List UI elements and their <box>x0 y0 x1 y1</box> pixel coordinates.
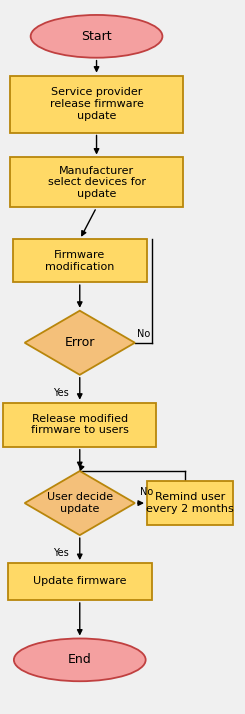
Text: No: No <box>137 329 150 339</box>
FancyBboxPatch shape <box>10 158 183 207</box>
Text: Yes: Yes <box>53 388 68 398</box>
Text: Release modified
firmware to users: Release modified firmware to users <box>31 414 129 436</box>
Text: User decide
update: User decide update <box>47 492 113 514</box>
Text: Start: Start <box>81 30 112 43</box>
Text: Manufacturer
select devices for
update: Manufacturer select devices for update <box>48 166 146 199</box>
Polygon shape <box>25 471 135 536</box>
Text: Update firmware: Update firmware <box>33 576 126 586</box>
Ellipse shape <box>14 638 146 681</box>
FancyBboxPatch shape <box>3 403 157 447</box>
FancyBboxPatch shape <box>147 481 233 526</box>
Text: End: End <box>68 653 92 666</box>
Text: Error: Error <box>65 336 95 349</box>
Text: Yes: Yes <box>53 548 68 558</box>
Text: Service provider
release firmware
update: Service provider release firmware update <box>49 87 144 121</box>
Ellipse shape <box>31 15 162 58</box>
Text: No: No <box>140 488 153 498</box>
Polygon shape <box>25 311 135 375</box>
Text: Firmware
modification: Firmware modification <box>45 250 114 271</box>
Text: Remind user
every 2 months: Remind user every 2 months <box>146 492 234 514</box>
FancyBboxPatch shape <box>10 76 183 133</box>
FancyBboxPatch shape <box>13 239 147 282</box>
FancyBboxPatch shape <box>8 563 152 600</box>
